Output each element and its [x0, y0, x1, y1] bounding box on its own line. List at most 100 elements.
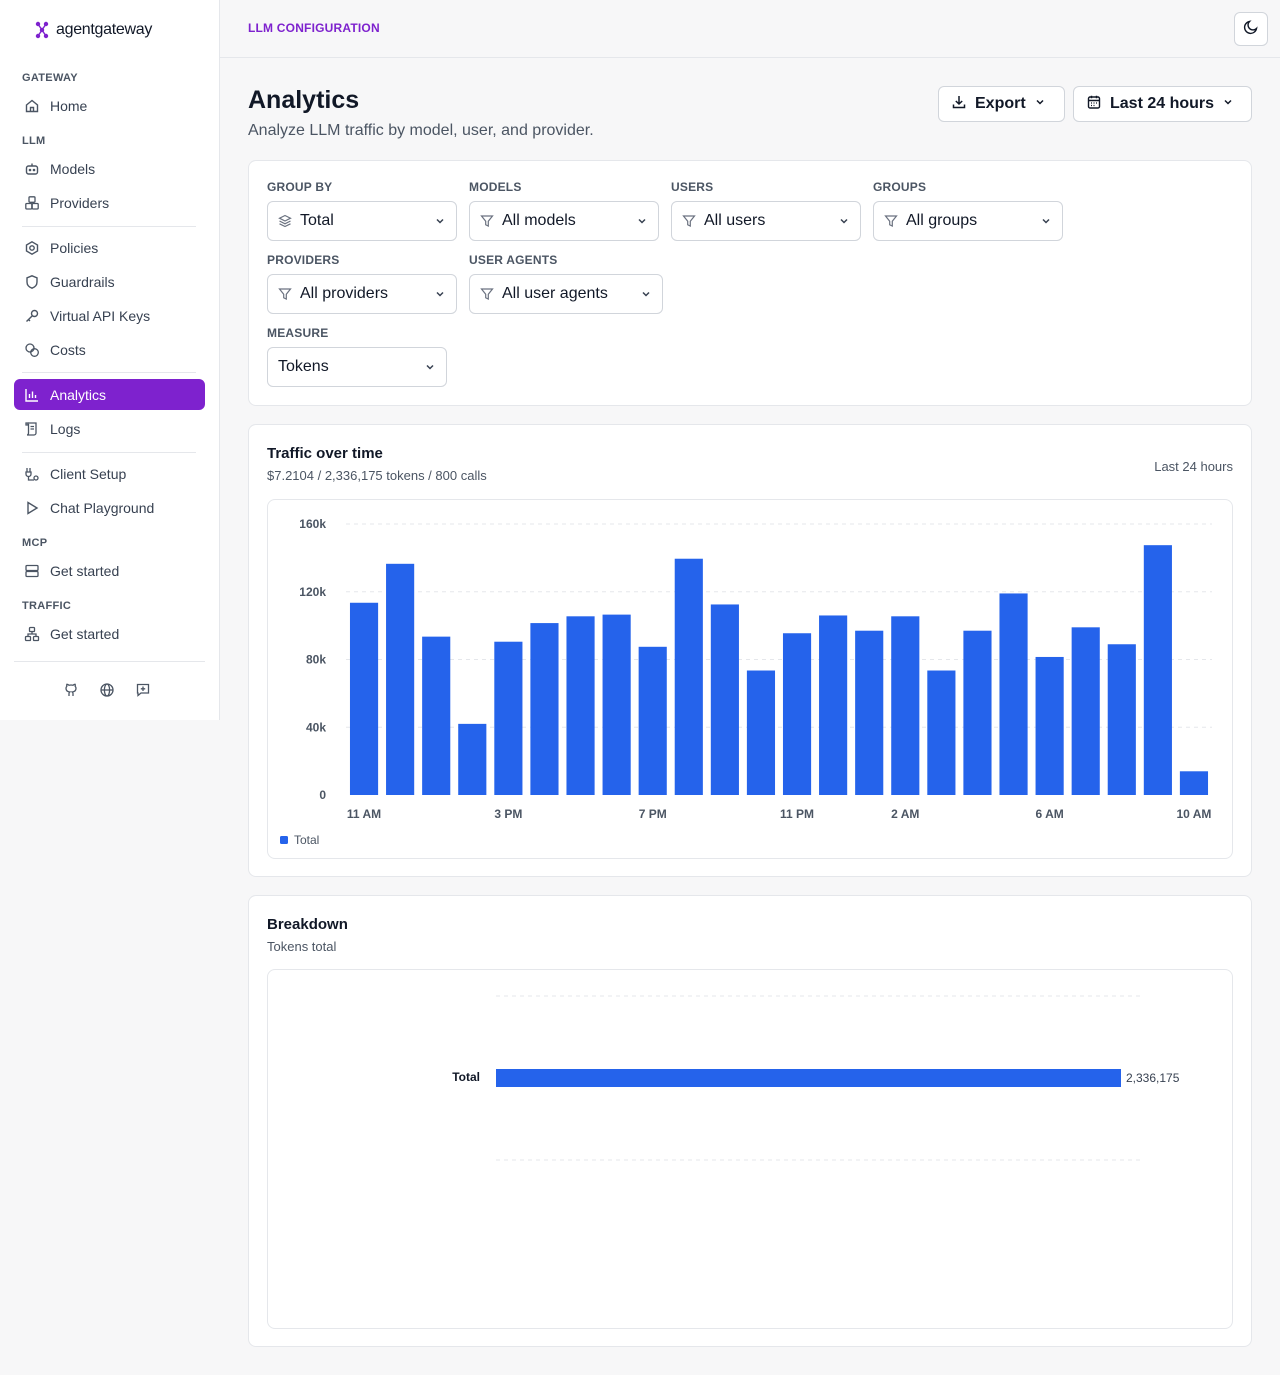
- chart-bar[interactable]: [349, 602, 379, 795]
- groups-value: All groups: [906, 212, 978, 229]
- moon-icon: [1243, 19, 1259, 40]
- page-title: Analytics: [248, 86, 360, 114]
- chart-bar[interactable]: [782, 633, 812, 795]
- sidebar-item-guardrails[interactable]: Guardrails: [14, 266, 205, 297]
- logo[interactable]: agentgateway: [34, 20, 152, 40]
- theme-toggle-button[interactable]: [1234, 12, 1268, 46]
- play-icon: [24, 500, 40, 516]
- sidebar-item-virtual-api-keys[interactable]: Virtual API Keys: [14, 300, 205, 331]
- groups-label: GROUPS: [873, 180, 927, 194]
- filter-icon: [884, 214, 898, 228]
- sidebar-item-label: Client Setup: [50, 465, 127, 482]
- chart-bar[interactable]: [530, 623, 559, 795]
- x-tick-label: 3 PM: [494, 807, 522, 821]
- y-tick-label: 0: [319, 788, 326, 802]
- export-label: Export: [975, 95, 1026, 112]
- sidebar-item-costs[interactable]: Costs: [14, 334, 205, 365]
- chart-bar[interactable]: [1035, 656, 1064, 795]
- chart-bar[interactable]: [566, 616, 595, 795]
- sidebar-item-analytics[interactable]: Analytics: [14, 379, 205, 410]
- github-icon[interactable]: [62, 681, 80, 699]
- models-select[interactable]: All models: [469, 201, 659, 241]
- user-agents-value: All user agents: [502, 285, 608, 302]
- sidebar-item-home[interactable]: Home: [14, 90, 205, 121]
- server-icon: [24, 563, 40, 579]
- chart-bar[interactable]: [458, 723, 487, 795]
- groups-select[interactable]: All groups: [873, 201, 1063, 241]
- chart-bar[interactable]: [891, 616, 920, 795]
- sidebar-item-label: Policies: [50, 239, 99, 256]
- users-select[interactable]: All users: [671, 201, 861, 241]
- chart-bar[interactable]: [638, 646, 667, 795]
- chart-bar[interactable]: [1143, 545, 1172, 795]
- export-button[interactable]: Export: [938, 86, 1065, 122]
- chart-bar[interactable]: [710, 604, 739, 795]
- traffic-summary: $7.2104 / 2,336,175 tokens / 800 calls: [267, 468, 487, 483]
- legend-label: Total: [294, 833, 319, 847]
- feedback-icon[interactable]: [134, 681, 152, 699]
- chart-bar[interactable]: [674, 558, 703, 795]
- filters-card: GROUP BY Total MODELS All models USERS A…: [248, 160, 1252, 406]
- filter-icon: [480, 287, 494, 301]
- shield-icon: [24, 274, 40, 290]
- sidebar-item-providers[interactable]: Providers: [14, 187, 205, 218]
- chart-bar[interactable]: [855, 630, 884, 795]
- sidebar-item-label: Get started: [50, 625, 120, 642]
- chevron-down-icon: [1034, 95, 1046, 113]
- providers-select[interactable]: All providers: [267, 274, 457, 314]
- measure-select[interactable]: Tokens: [267, 347, 447, 387]
- x-tick-label: 7 PM: [639, 807, 667, 821]
- chevron-down-icon: [424, 361, 436, 373]
- chart-bar[interactable]: [1179, 771, 1209, 795]
- chart-bar[interactable]: [422, 636, 451, 795]
- breakdown-chart: Total 2,336,175: [452, 995, 1180, 1161]
- agentgateway-logo-icon: [34, 20, 50, 40]
- sidebar-item-label: Home: [50, 97, 88, 114]
- user-agents-select[interactable]: All user agents: [469, 274, 663, 314]
- section-label-gateway: GATEWAY: [22, 72, 78, 84]
- traffic-chart-container: 0 40k 80k 120k 160k 11 AM 3 PM 7 PM 11 PM 2 AM 6 A…: [267, 499, 1233, 859]
- sidebar-footer-divider: [14, 661, 205, 662]
- breakdown-bar[interactable]: [496, 1069, 1121, 1087]
- sidebar-item-policies[interactable]: Policies: [14, 232, 205, 263]
- chevron-down-icon: [640, 288, 652, 300]
- chart-bar[interactable]: [819, 615, 848, 795]
- group-by-select[interactable]: Total: [267, 201, 457, 241]
- sidebar-item-logs[interactable]: Logs: [14, 413, 205, 444]
- sidebar-item-label: Virtual API Keys: [50, 307, 151, 324]
- x-tick-label: 6 AM: [1036, 807, 1064, 821]
- globe-icon[interactable]: [98, 681, 116, 699]
- sidebar-item-chat-playground[interactable]: Chat Playground: [14, 492, 205, 523]
- breakdown-card: Breakdown Tokens total Total 2,336,175: [248, 895, 1252, 1347]
- sidebar-item-mcp-get-started[interactable]: Get started: [14, 555, 205, 586]
- date-range-button[interactable]: Last 24 hours: [1073, 86, 1252, 122]
- traffic-title: Traffic over time: [267, 445, 383, 462]
- chart-bar[interactable]: [927, 670, 956, 795]
- breakdown-subtitle: Tokens total: [267, 939, 337, 954]
- chart-bar[interactable]: [602, 614, 631, 795]
- chart-bar[interactable]: [963, 630, 992, 795]
- filter-icon: [278, 287, 292, 301]
- download-icon: [951, 94, 967, 115]
- date-range-label: Last 24 hours: [1110, 95, 1215, 112]
- chevron-down-icon: [838, 215, 850, 227]
- sidebar-item-label: Get started: [50, 562, 120, 579]
- chart-bar[interactable]: [746, 670, 776, 795]
- users-value: All users: [704, 212, 766, 229]
- traffic-card: Traffic over time $7.2104 / 2,336,175 to…: [248, 424, 1252, 877]
- chart-bar[interactable]: [1071, 627, 1100, 795]
- chart-bar[interactable]: [494, 641, 523, 795]
- sidebar-item-models[interactable]: Models: [14, 153, 205, 184]
- sidebar-item-traffic-get-started[interactable]: Get started: [14, 618, 205, 649]
- chart-bar[interactable]: [1107, 644, 1136, 795]
- sidebar-item-client-setup[interactable]: Client Setup: [14, 458, 205, 489]
- chevron-down-icon: [1222, 95, 1234, 113]
- chart-bar[interactable]: [386, 563, 415, 795]
- top-bar: LLM CONFIGURATION: [220, 0, 1280, 58]
- section-label-llm: LLM: [22, 135, 46, 147]
- sidebar-divider: [22, 452, 196, 453]
- y-tick-label: 160k: [299, 517, 326, 531]
- breadcrumb[interactable]: LLM CONFIGURATION: [248, 21, 380, 35]
- scroll-icon: [24, 421, 40, 437]
- chart-bar[interactable]: [999, 593, 1028, 795]
